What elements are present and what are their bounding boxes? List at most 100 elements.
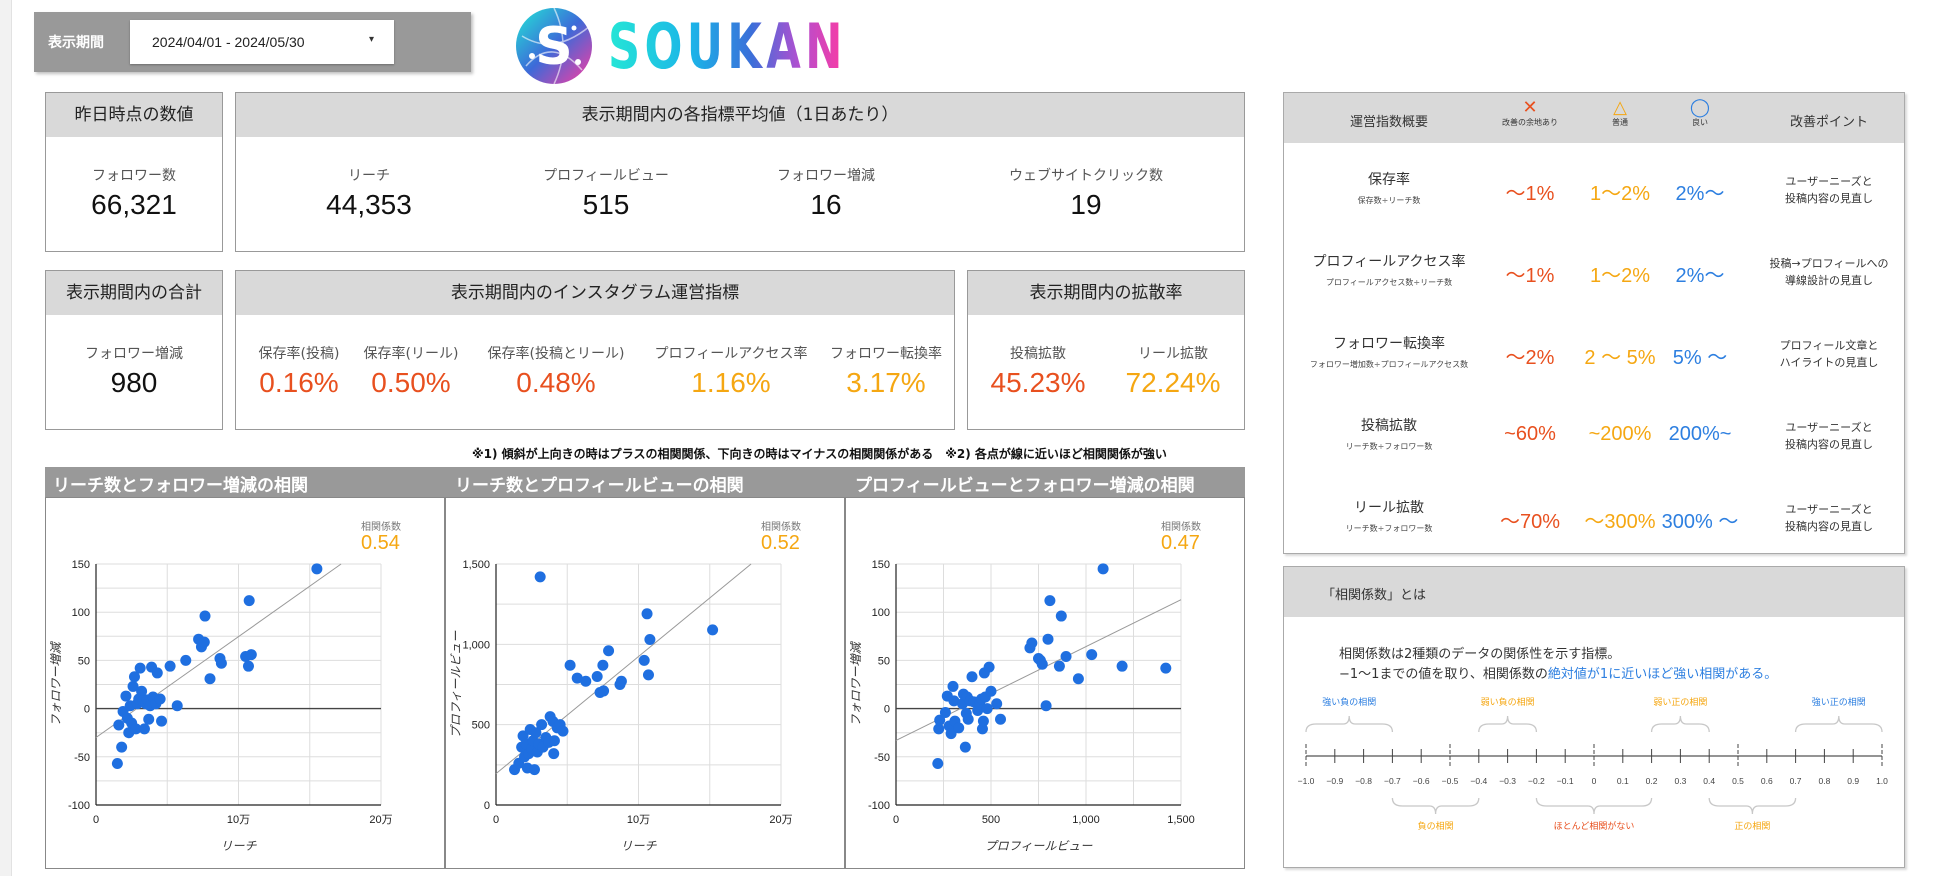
metric-value: 16 [810, 189, 842, 220]
correlation-scale: −1.0 −0.9 −0.8 −0.7 −0.6 −0.5 −0.4 −0.3 −0.2 −0.1… [1298, 696, 1889, 832]
total-card-title: 表示期間内の合計 [46, 271, 222, 315]
metric-label: プロフィールビュー [543, 168, 669, 184]
improvement-point: プロフィール文章と ハイライトの見直し [1779, 339, 1879, 369]
metric-value: 1.16% [691, 367, 771, 398]
guide-row: プロフィールアクセス率 プロフィールアクセス数÷リーチ数 ～1% 1～2% 2%～… [1284, 225, 1904, 311]
yesterday-card: 昨日時点の数値 フォロワー数 66,321 [45, 92, 223, 252]
chart-reach-profile: 相関係数 0.52 0 500 1,000 1,500 0 10万 20万 リーチ プロフィール… [445, 497, 845, 869]
svg-text:0: 0 [493, 814, 499, 826]
improvement-point: ユーザーニーズと 投稿内容の見直し [1785, 175, 1873, 205]
svg-text:フォロワー増減: フォロワー増減 [49, 641, 63, 727]
svg-text:−0.1: −0.1 [1557, 776, 1574, 786]
guide-row-name: フォロワー転換率 フォロワー増加数÷プロフィールアクセス数 [1284, 333, 1494, 370]
average-card-title: 表示期間内の各指標平均値（1日あたり） [236, 93, 1244, 137]
svg-text:0.1: 0.1 [1617, 776, 1629, 786]
spread-card-title: 表示期間内の拡散率 [968, 271, 1244, 315]
svg-text:−0.5: −0.5 [1442, 776, 1459, 786]
date-range-select[interactable]: 2024/04/01 - 2024/05/30 ▾ [130, 20, 394, 64]
date-range-value: 2024/04/01 - 2024/05/30 [152, 34, 305, 50]
metric-value: 0.16% [259, 367, 339, 398]
save-rate-reel-metric: 保存率(リール) 0.50% [361, 343, 461, 399]
guide-head-summary-label: 運営指数概要 [1349, 115, 1428, 130]
metric-value: 72.24% [1125, 367, 1221, 398]
yesterday-card-title: 昨日時点の数値 [46, 93, 222, 137]
guide-head-bad: ✕ 改善の余地あり [1480, 99, 1580, 128]
corr-line-1: 相関係数は2種類のデータの関係性を示す指標。 [1339, 647, 1621, 662]
svg-text:−0.9: −0.9 [1326, 776, 1343, 786]
corr-title: 「相関係数」とは [1322, 588, 1427, 603]
guide-row: 投稿拡散 リーチ数÷フォロワー数 ~60% ~200% 200%~ ユーザーニーズ… [1284, 389, 1904, 475]
scatter-plot: -100 -50 0 50 100 150 0 500 1,000 1,500 プロフィールビュー フ… [849, 559, 1195, 853]
charts-header: リーチ数とフォロワー増減の相関 リーチ数とプロフィールビューの相関 プロフィール… [45, 467, 1245, 497]
metric-value: 515 [582, 189, 630, 220]
coef-value: 0.47 [1161, 532, 1200, 554]
globe-logo-icon: S [516, 7, 592, 85]
soukan-logo: S SOUKAN [512, 6, 842, 86]
coef-value: 0.54 [361, 532, 400, 554]
svg-text:0: 0 [884, 704, 890, 716]
guide-row-name: 投稿拡散 リーチ数÷フォロワー数 [1284, 415, 1494, 452]
metric-name: フォロワー転換率 [1333, 336, 1445, 352]
metric-value: 980 [110, 367, 158, 398]
metric-label: フォロワー増減 [85, 346, 183, 362]
guide-head-point-label: 改善ポイント [1789, 115, 1868, 130]
svg-text:100: 100 [72, 607, 90, 619]
chart-title-reach-follower: リーチ数とフォロワー増減の相関 [53, 476, 308, 496]
corr-line-2a: −1〜1までの値を取り、相関係数の [1339, 667, 1548, 682]
svg-text:150: 150 [872, 559, 890, 571]
metric-label: フォロワー増減 [777, 168, 875, 184]
guide-row-name: 保存率 保存数÷リーチ数 [1284, 169, 1494, 206]
metric-label: ウェブサイトクリック数 [1009, 168, 1163, 184]
metric-name: 投稿拡散 [1361, 418, 1417, 434]
follower-conversion-rate-metric: フォロワー転換率 3.17% [826, 343, 946, 399]
improvement-point: ユーザーニーズと 投稿内容の見直し [1785, 421, 1873, 451]
svg-text:150: 150 [72, 559, 90, 571]
svg-text:20万: 20万 [369, 814, 392, 826]
threshold-bad: ～70% [1499, 511, 1561, 533]
guide-head-point: 改善ポイント [1754, 111, 1904, 130]
svg-text:フォロワー増減: フォロワー増減 [849, 641, 863, 727]
guide-row-name: リール拡散 リーチ数÷フォロワー数 [1284, 497, 1494, 534]
guide-row: 保存率 保存数÷リーチ数 ～1% 1～2% 2%～ ユーザーニーズと 投稿内容の見直… [1284, 143, 1904, 229]
svg-text:正の相関: 正の相関 [1734, 820, 1770, 832]
chart-profile-follower: 相関係数 0.47 -100 -50 0 50 100 150 0 500 1,000 1,500… [845, 497, 1245, 869]
svg-text:0: 0 [484, 800, 490, 812]
guide-row: リール拡散 リーチ数÷フォロワー数 ～70% ～300% 300% ～ ユーザーニ… [1284, 471, 1904, 557]
threshold-mid: 2 ～ 5% [1584, 347, 1656, 369]
improvement-point: ユーザーニーズと 投稿内容の見直し [1785, 503, 1873, 533]
svg-text:−0.2: −0.2 [1528, 776, 1545, 786]
metric-label: リール拡散 [1138, 346, 1208, 362]
svg-text:0.6: 0.6 [1761, 776, 1773, 786]
improvement-point: 投稿→プロフィールへの 導線設計の見直し [1769, 257, 1889, 287]
guide-head-mid-label: 普通 [1612, 118, 1628, 127]
post-spread-metric: 投稿拡散 45.23% [978, 343, 1098, 399]
svg-text:0.9: 0.9 [1847, 776, 1859, 786]
svg-text:0.3: 0.3 [1674, 776, 1686, 786]
svg-text:0.7: 0.7 [1790, 776, 1802, 786]
ops-index-guide: 運営指数概要 ✕ 改善の余地あり △ 普通 ◯ 良い 改善ポイント 保存率 保存数… [1283, 92, 1905, 554]
metric-value: 44,353 [326, 189, 412, 220]
guide-head-bad-label: 改善の余地あり [1502, 118, 1558, 127]
svg-text:−0.3: −0.3 [1499, 776, 1516, 786]
svg-text:プロフィールビュー: プロフィールビュー [985, 839, 1094, 853]
svg-text:0: 0 [93, 814, 99, 826]
svg-text:0: 0 [1592, 776, 1597, 786]
svg-text:1.0: 1.0 [1876, 776, 1888, 786]
svg-text:リーチ: リーチ [220, 839, 257, 853]
svg-text:-100: -100 [68, 800, 90, 812]
corr-header: 「相関係数」とは [1284, 567, 1904, 617]
svg-text:0.4: 0.4 [1703, 776, 1715, 786]
svg-text:-50: -50 [74, 752, 90, 764]
guide-head-good: ◯ 良い [1660, 99, 1740, 128]
threshold-mid: 1～2% [1589, 265, 1651, 287]
svg-text:1,000: 1,000 [1072, 814, 1100, 826]
avg-profile-view-metric: プロフィールビュー 515 [516, 165, 696, 221]
chart-title-reach-profile: リーチ数とプロフィールビューの相関 [455, 476, 744, 496]
threshold-good: 300% ～ [1661, 511, 1739, 533]
triangle-icon: △ [1613, 97, 1627, 118]
guide-header: 運営指数概要 ✕ 改善の余地あり △ 普通 ◯ 良い 改善ポイント [1284, 93, 1904, 143]
svg-text:−0.6: −0.6 [1413, 776, 1430, 786]
svg-text:1,500: 1,500 [462, 559, 490, 571]
